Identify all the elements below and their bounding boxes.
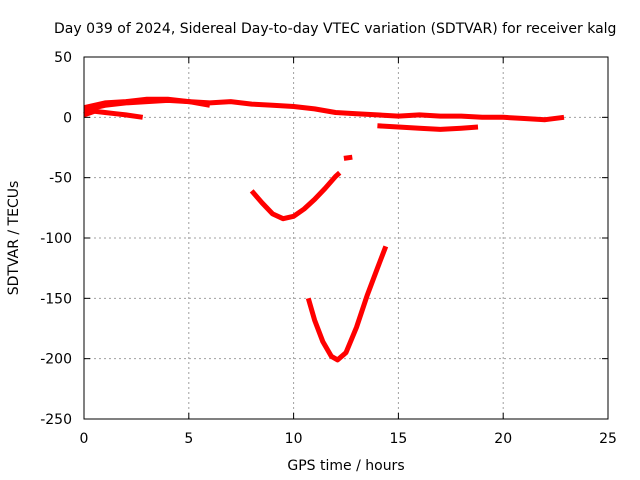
y-tick-label: -150 [40, 291, 72, 307]
series-line-4 [377, 123, 479, 132]
y-tick-label: -250 [40, 412, 72, 428]
x-tick-label: 0 [80, 431, 89, 447]
series-layer [83, 96, 565, 363]
series-line-2 [83, 108, 144, 120]
chart-title: Day 039 of 2024, Sidereal Day-to-day VTE… [54, 21, 616, 37]
x-tick-label: 15 [389, 431, 407, 447]
y-axis-label: SDTVAR / TECUs [6, 181, 22, 296]
series-line-6 [249, 170, 342, 222]
y-tick-label: -50 [49, 171, 72, 187]
y-tick-label: -100 [40, 231, 72, 247]
x-axis-label: GPS time / hours [287, 458, 404, 474]
x-tick-label: 20 [494, 431, 512, 447]
y-tick-label: -200 [40, 352, 72, 368]
tick-layer: 0 5 10 15 20 25 -250 -200 -150 -100 -50 0 50 [40, 50, 617, 447]
y-tick-label: 0 [63, 110, 72, 126]
x-tick-label: 10 [285, 431, 303, 447]
series-line-5 [343, 154, 353, 161]
series-line-7 [305, 245, 389, 363]
x-tick-label: 25 [599, 431, 617, 447]
series-line-3 [83, 96, 211, 111]
x-tick-label: 5 [184, 431, 193, 447]
y-tick-label: 50 [54, 50, 72, 66]
series-line-1 [83, 97, 565, 123]
